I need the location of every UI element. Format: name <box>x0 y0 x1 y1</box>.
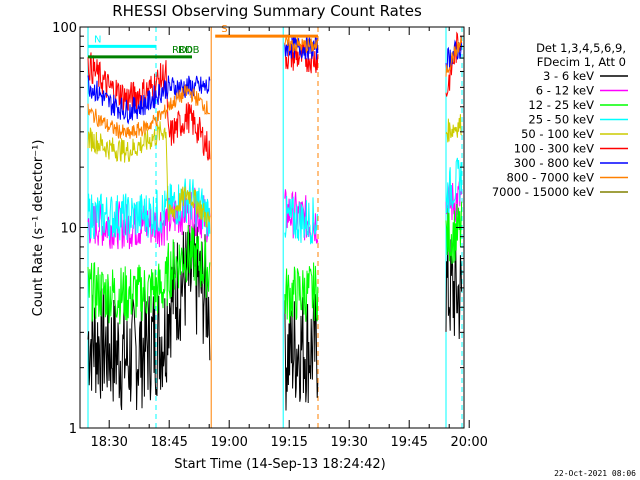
x-tick-label-4: 19:30 <box>330 435 367 450</box>
x-tick-label-1: 18:45 <box>150 435 187 450</box>
x-tick-label-0: 18:30 <box>90 435 127 450</box>
legend-label-3: 25 - 50 keV <box>528 113 594 127</box>
legend-label-2: 12 - 25 keV <box>528 98 594 112</box>
legend-label-7: 800 - 7000 keV <box>506 171 594 185</box>
x-tick-label-2: 19:00 <box>210 435 247 450</box>
flag-label-n: N <box>94 34 101 45</box>
chart-title: RHESSI Observing Summary Count Rates <box>112 2 422 20</box>
flag-label-rd0: RD0 <box>172 45 193 56</box>
series-line-3-6-kev <box>87 223 463 411</box>
legend-label-4: 50 - 100 keV <box>521 127 594 141</box>
legend-label-8: 7000 - 15000 keV <box>492 185 594 199</box>
x-axis-label: Start Time (14-Sep-13 18:24:42) <box>174 457 385 472</box>
series-line-50-100-kev <box>87 114 462 228</box>
legend-header-line-1: Det 1,3,4,5,6,9, <box>536 41 626 55</box>
series-line-800-7000-kev <box>87 35 463 139</box>
axis-ticks: 1 10 100 18:30 18:45 19:00 19:15 19:30 19:45 20:0… <box>52 21 488 450</box>
legend: Det 1,3,4,5,6,9, FDecim 1, Att 0 3 - 6 k… <box>492 41 628 199</box>
y-tick-label-0: 1 <box>69 422 77 437</box>
y-tick-label-1: 10 <box>60 222 77 237</box>
x-tick-label-6: 20:00 <box>450 435 487 450</box>
series-line-25-50-kev <box>87 157 463 245</box>
x-tick-label-3: 19:15 <box>270 435 307 450</box>
series-line-12-25-kev <box>87 201 463 325</box>
legend-label-5: 100 - 300 keV <box>514 142 594 156</box>
y-tick-label-2: 100 <box>52 21 77 36</box>
legend-label-0: 3 - 6 keV <box>543 69 594 83</box>
legend-header-line-2: FDecim 1, Att 0 <box>537 55 626 69</box>
flag-label-s: S <box>221 24 227 35</box>
date-stamp: 22-Oct-2021 08:06 <box>554 469 636 478</box>
flag-label-rdb: RDB <box>178 45 200 56</box>
x-tick-label-5: 19:45 <box>390 435 427 450</box>
y-axis-label: Count Rate (s⁻¹ detector⁻¹) <box>31 140 46 317</box>
legend-label-1: 6 - 12 keV <box>536 84 594 98</box>
legend-label-6: 300 - 800 keV <box>514 156 594 170</box>
